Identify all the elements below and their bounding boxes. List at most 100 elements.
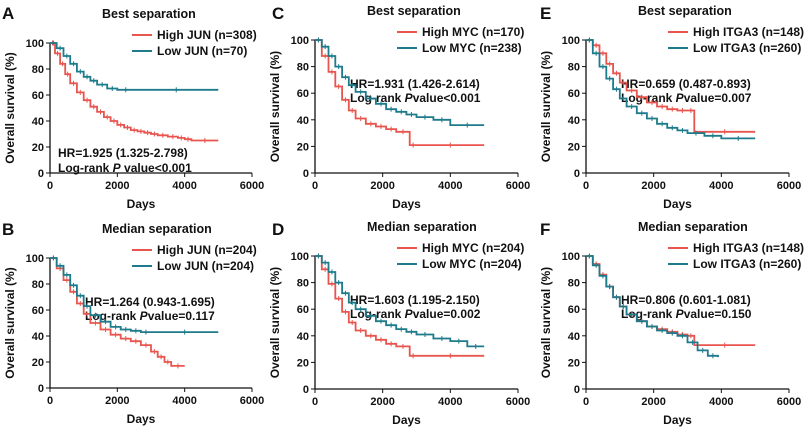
x-tick-label: 4000 [172,180,196,192]
legend-label-low: Low JUN (n=70) [157,44,247,58]
x-axis-label: Days [127,197,156,211]
x-tick-label: 2000 [641,396,665,408]
y-tick-label: 0 [38,168,44,180]
x-tick-label: 0 [583,396,589,408]
y-tick-label: 80 [568,278,580,290]
p-value: value=0.150 [684,307,752,321]
logrank-pvalue: Log-rank P value<0.001 [58,161,192,175]
legend-label-high: High JUN (n=308) [157,28,257,42]
y-tick-label: 60 [568,304,580,316]
logrank-prefix: Log-rank [621,91,676,105]
logrank-pvalue: Log-rank Pvalue<0.001 [350,91,481,105]
logrank-pvalue: Log-rank Pvalue=0.007 [621,91,752,105]
panel-letter: F [540,220,550,239]
x-axis-label: Days [392,197,421,211]
y-tick-label: 60 [568,88,580,100]
legend-label-low: Low ITGA3 (n=260) [693,257,801,271]
y-tick-label: 40 [568,331,580,343]
x-tick-label: 4000 [172,395,196,407]
legend-label-low: Low MYC (n=204) [422,257,522,271]
x-tick-label: 0 [47,180,53,192]
y-tick-label: 20 [568,357,580,369]
x-tick-label: 2000 [370,180,394,192]
y-axis-label: Overall survival (%) [3,52,17,163]
y-tick-label: 40 [32,116,44,128]
chart-title: Median separation [102,222,212,236]
p-value: value<0.001 [413,91,481,105]
y-tick-label: 100 [26,253,44,265]
hazard-ratio: HR=0.659 (0.487-0.893) [621,77,751,91]
survival-curve-low [50,257,219,333]
chart-title: Best separation [367,4,461,18]
legend-label-high: High JUN (n=204) [157,243,257,257]
y-axis-label: Overall survival (%) [268,51,282,162]
y-tick-label: 100 [26,38,44,50]
x-tick-label: 6000 [777,180,801,192]
x-tick-label: 0 [47,395,53,407]
survival-curve-high [315,255,485,357]
panel-e: E Best separation High ITGA3 (n=148) Low IT… [539,4,804,211]
hazard-ratio: HR=1.603 (1.195-2.150) [350,293,480,307]
y-axis-label: Overall survival (%) [539,51,553,162]
x-tick-label: 6000 [506,180,530,192]
y-tick-label: 100 [562,251,580,263]
x-tick-label: 4000 [709,396,733,408]
y-tick-label: 0 [574,384,580,396]
y-tick-label: 20 [32,142,44,154]
p-symbol: P [113,161,122,175]
logrank-prefix: Log-rank [621,307,676,321]
y-tick-label: 80 [32,279,44,291]
y-tick-label: 40 [568,115,580,127]
panel-letter: E [540,4,551,23]
panel-letter: D [272,220,284,239]
x-tick-label: 0 [583,180,589,192]
y-tick-label: 60 [32,305,44,317]
p-symbol: P [405,307,414,321]
p-value: value=0.007 [684,91,752,105]
legend-label-high: High ITGA3 (n=148) [693,25,804,39]
x-axis-label: Days [663,413,692,427]
survival-curve-high [315,39,485,146]
x-tick-label: 2000 [105,180,129,192]
chart-title: Median separation [638,220,748,234]
x-axis-label: Days [127,412,156,426]
panel-letter: B [2,220,14,239]
y-axis-label: Overall survival (%) [268,267,282,378]
y-tick-label: 20 [297,357,309,369]
y-tick-label: 80 [568,62,580,74]
panel-letter: A [2,4,14,23]
hazard-ratio: HR=1.264 (0.943-1.695) [85,295,215,309]
y-axis-label: Overall survival (%) [539,267,553,378]
x-tick-label: 4000 [438,396,462,408]
y-tick-label: 60 [297,88,309,100]
p-value: value=0.002 [413,307,481,321]
p-value: value<0.001 [121,161,192,175]
legend-label-high: High MYC (n=170) [422,25,524,39]
x-tick-label: 6000 [240,395,264,407]
y-tick-label: 20 [568,141,580,153]
x-tick-label: 4000 [438,180,462,192]
panel-letter: C [272,4,284,23]
logrank-pvalue: Log-rank Pvalue=0.002 [350,307,481,321]
y-tick-label: 0 [303,168,309,180]
panel-d: D Median separation High MYC (n=204) Low MY… [268,220,530,427]
logrank-prefix: Log-rank [85,309,140,323]
x-tick-label: 0 [312,396,318,408]
y-tick-label: 40 [297,331,309,343]
p-symbol: P [140,309,149,323]
p-value: value=0.117 [148,309,215,323]
survival-curve-low [315,255,485,348]
panel-a: A Best separation High JUN (n=308) Low JUN … [2,4,264,211]
hazard-ratio: HR=1.925 (1.325-2.798) [58,146,188,160]
y-tick-label: 60 [32,90,44,102]
x-tick-label: 6000 [506,396,530,408]
panel-b: B Median separation High JUN (n=204) Low JU… [2,220,264,426]
y-tick-label: 100 [291,35,309,47]
x-axis-label: Days [663,197,692,211]
survival-curve-high [50,42,219,142]
legend-label-high: High MYC (n=204) [422,241,524,255]
logrank-prefix: Log-rank [58,161,113,175]
survival-curve-low [50,42,219,91]
y-tick-label: 80 [32,64,44,76]
